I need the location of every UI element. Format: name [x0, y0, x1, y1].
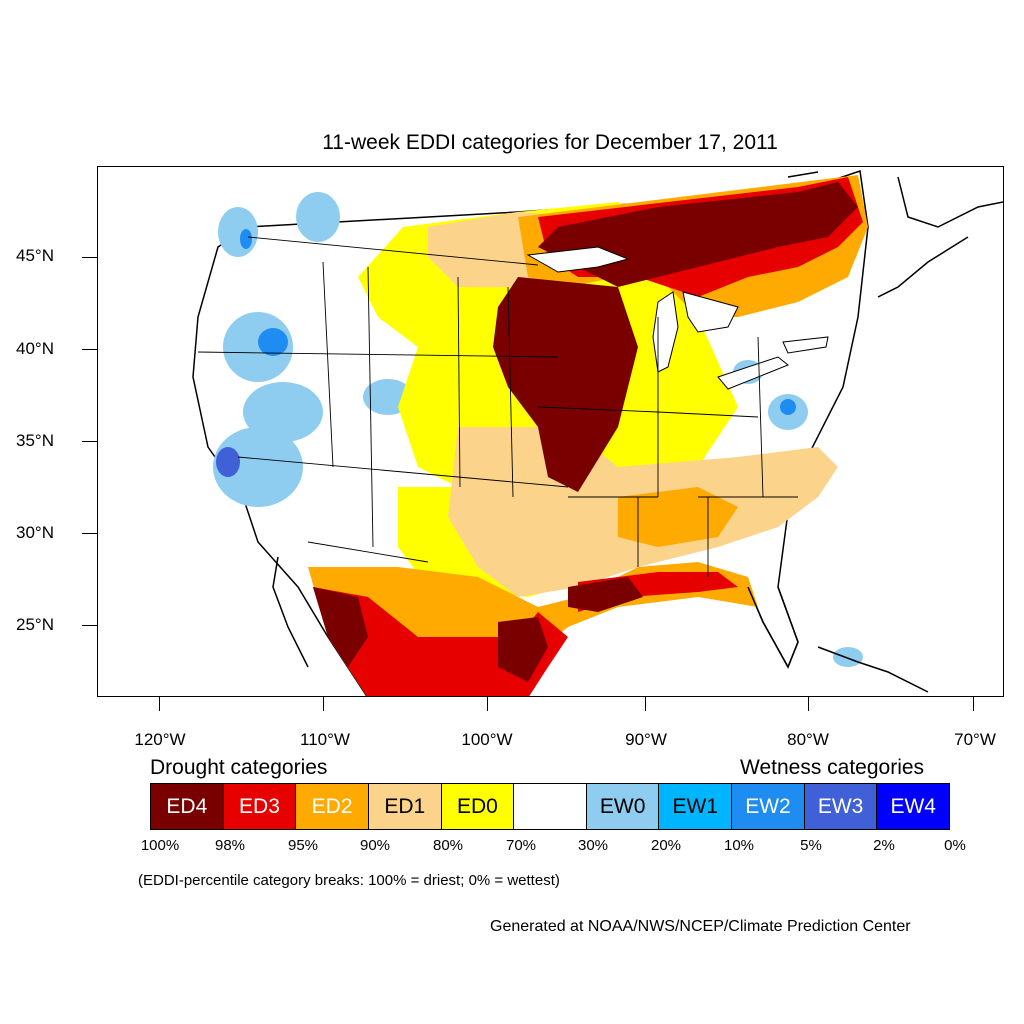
pct-break: 95%	[287, 837, 319, 854]
lat-label-35: 35°N	[16, 431, 54, 450]
lat-tick	[82, 349, 97, 350]
map-canvas	[192, 169, 1003, 696]
coastlines	[272, 171, 1003, 693]
lat-tick	[82, 257, 97, 258]
credit-line: Generated at NOAA/NWS/NCEP/Climate Predi…	[490, 918, 911, 935]
legend-ed3: ED3	[223, 784, 297, 829]
lat-tick	[82, 441, 97, 442]
pct-break: 100%	[140, 837, 180, 854]
drought-heading: Drought categories	[150, 756, 328, 779]
lat-label-45: 45°N	[16, 246, 54, 265]
pct-break: 70%	[505, 837, 537, 854]
lon-label-120: 120°W	[134, 730, 186, 749]
lon-tick	[159, 697, 160, 711]
lon-tick	[973, 697, 974, 711]
legend-ew1: EW1	[659, 784, 733, 829]
legend-ew3: EW3	[804, 784, 878, 829]
legend-ew2: EW2	[732, 784, 805, 829]
lat-label-30: 30°N	[16, 523, 54, 542]
great-lakes	[526, 246, 829, 390]
lon-tick	[808, 697, 809, 711]
lon-tick	[487, 697, 488, 711]
pct-break: 0%	[944, 837, 966, 854]
map-title: 11-week EDDI categories for December 17,…	[322, 131, 778, 154]
legend-ew4: EW4	[877, 784, 950, 829]
lon-label-110: 110°W	[300, 730, 350, 749]
eddi-map	[97, 166, 1004, 697]
lon-tick	[645, 697, 646, 711]
lat-label-25: 25°N	[16, 615, 54, 634]
legend-neutral	[514, 784, 587, 829]
legend-ew0: EW0	[586, 784, 660, 829]
lat-tick	[82, 625, 97, 626]
state-boundaries	[197, 236, 798, 577]
pct-break: 2%	[873, 837, 895, 854]
legend-ed1: ED1	[368, 784, 442, 829]
category-legend: ED4 ED3 ED2 ED1 ED0 EW0 EW1 EW2 EW3 EW4	[150, 783, 950, 830]
pct-break: 30%	[577, 837, 609, 854]
legend-ed0: ED0	[441, 784, 515, 829]
percentile-note: (EDDI-percentile category breaks: 100% =…	[138, 872, 560, 889]
pct-break: 5%	[800, 837, 822, 854]
lon-tick	[323, 697, 324, 711]
wetness-heading: Wetness categories	[740, 756, 925, 779]
pct-break: 10%	[723, 837, 755, 854]
lon-label-80: 80°W	[787, 730, 829, 749]
pct-break: 90%	[359, 837, 391, 854]
lat-label-40: 40°N	[16, 339, 54, 358]
legend-ed4: ED4	[151, 784, 224, 829]
pct-break: 98%	[214, 837, 246, 854]
pct-break: 80%	[432, 837, 464, 854]
pct-break: 20%	[650, 837, 682, 854]
lon-label-90: 90°W	[625, 730, 667, 749]
legend-ed2: ED2	[296, 784, 369, 829]
lon-label-70: 70°W	[954, 730, 996, 749]
lat-tick	[82, 533, 97, 534]
lon-label-100: 100°W	[461, 730, 513, 749]
